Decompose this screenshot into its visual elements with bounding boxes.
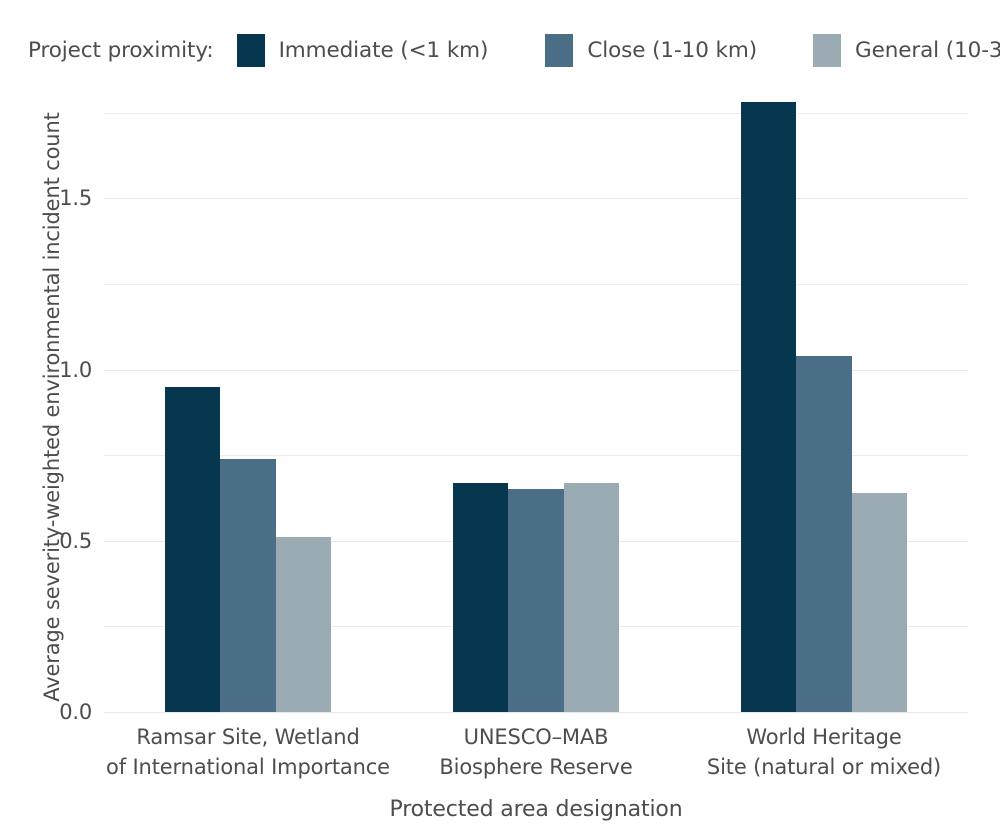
- legend-title: Project proximity:: [28, 37, 214, 63]
- x-axis-tick-label-line: World Heritage: [746, 725, 902, 749]
- gridline-minor: [104, 455, 968, 457]
- y-axis-tick-labels: 0.0 0.5 1.0 1.5: [36, 99, 92, 724]
- legend-label-immediate: Immediate (<1 km): [278, 37, 489, 63]
- x-axis-tick-label-line: Site (natural or mixed): [706, 755, 942, 779]
- x-axis-tick-labels: Ramsar Site, Wetland of International Imp…: [104, 722, 968, 792]
- legend-entry-immediate[interactable]: Immediate (<1 km): [236, 33, 489, 67]
- x-axis-title: Protected area designation: [389, 797, 683, 822]
- plot-inner: [104, 99, 968, 713]
- x-axis-tick-label-line: of International Importance: [106, 755, 390, 779]
- gridline-major: [104, 369, 968, 371]
- x-axis-tick-label-line: Biosphere Reserve: [439, 755, 633, 779]
- bar[interactable]: [220, 458, 276, 712]
- y-axis-tick-label: 1.5: [59, 186, 92, 211]
- legend-swatch-close: [545, 33, 574, 67]
- x-axis-tick-label: UNESCO–MAB Biosphere Reserve: [439, 722, 632, 782]
- bar[interactable]: [796, 355, 852, 712]
- y-axis-tick-label: 0.5: [59, 528, 92, 553]
- y-axis-tick-label: 1.0: [59, 357, 92, 382]
- bar[interactable]: [452, 482, 509, 712]
- legend-swatch-general: [813, 33, 842, 67]
- bar[interactable]: [164, 386, 221, 712]
- axis-baseline: [104, 712, 968, 713]
- bar[interactable]: [508, 489, 564, 712]
- chart-legend: Project proximity: Immediate (<1 km) Clo…: [0, 20, 1000, 80]
- plot-area: [104, 99, 968, 713]
- legend-swatch-immediate: [236, 33, 265, 67]
- legend-label-close: Close (1-10 km): [587, 37, 758, 63]
- bar[interactable]: [740, 102, 797, 712]
- x-axis-tick-label: World Heritage Site (natural or mixed): [707, 722, 941, 782]
- gridline-major: [104, 198, 968, 200]
- bar[interactable]: [563, 482, 620, 712]
- gridline-minor: [104, 112, 968, 114]
- bar[interactable]: [851, 492, 908, 712]
- x-axis-tick-label: Ramsar Site, Wetland of International Imp…: [106, 722, 390, 782]
- legend-entry-general[interactable]: General (10-30 km): [813, 33, 1000, 67]
- bar[interactable]: [275, 537, 332, 712]
- gridline-minor: [104, 283, 968, 285]
- x-axis-tick-label-line: Ramsar Site, Wetland: [136, 725, 360, 749]
- legend-entry-close[interactable]: Close (1-10 km): [545, 33, 758, 67]
- legend-label-general: General (10-30 km): [855, 37, 1000, 63]
- x-axis-tick-label-line: UNESCO–MAB: [463, 725, 609, 749]
- y-axis-tick-label: 0.0: [59, 700, 92, 724]
